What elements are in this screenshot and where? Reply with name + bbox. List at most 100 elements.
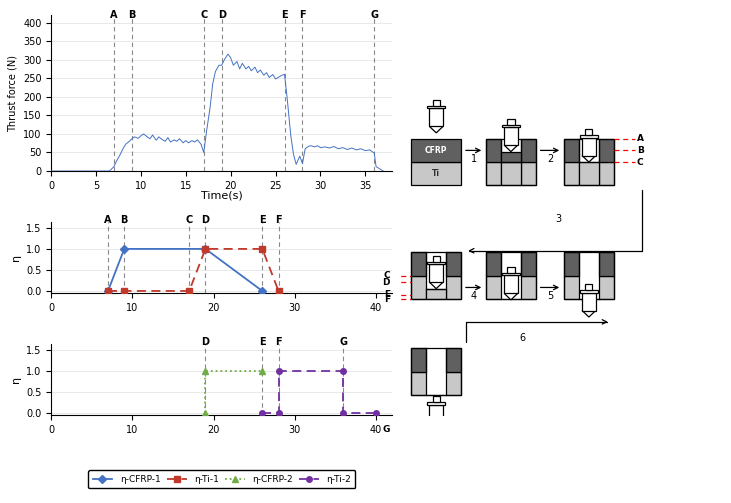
Bar — [564, 276, 579, 299]
Text: A: A — [637, 134, 644, 143]
Bar — [520, 276, 536, 299]
Text: D: D — [202, 337, 210, 347]
Bar — [599, 253, 614, 276]
Bar — [446, 348, 461, 372]
Bar — [501, 151, 520, 162]
Bar — [486, 139, 501, 162]
Text: 1: 1 — [471, 154, 477, 164]
Text: B: B — [128, 10, 136, 20]
Text: E: E — [259, 337, 265, 347]
Polygon shape — [429, 423, 443, 429]
Bar — [446, 372, 461, 395]
Bar — [486, 139, 536, 186]
Text: E: E — [281, 10, 288, 20]
Bar — [564, 139, 579, 162]
Bar — [429, 109, 443, 126]
Polygon shape — [429, 126, 443, 133]
Text: G: G — [382, 425, 390, 434]
Text: CFRP: CFRP — [425, 146, 447, 155]
Y-axis label: η: η — [10, 254, 20, 261]
Bar — [582, 293, 596, 310]
Bar — [599, 162, 614, 186]
Bar — [564, 139, 614, 186]
Polygon shape — [582, 310, 596, 317]
Bar — [564, 253, 579, 276]
Bar — [507, 267, 515, 273]
Bar — [579, 162, 599, 186]
Bar — [411, 253, 461, 299]
Bar — [586, 129, 592, 135]
Bar — [504, 127, 518, 145]
Bar — [411, 276, 426, 299]
Bar — [564, 253, 614, 299]
Bar — [520, 139, 536, 162]
Bar — [428, 402, 445, 405]
Text: F: F — [384, 295, 390, 304]
Text: 3: 3 — [556, 214, 561, 224]
Bar — [599, 276, 614, 299]
Bar — [446, 276, 461, 299]
Bar — [411, 253, 426, 276]
Polygon shape — [429, 282, 443, 289]
Bar — [507, 119, 515, 125]
Bar — [411, 162, 461, 186]
X-axis label: Time(s): Time(s) — [201, 191, 243, 201]
Text: A: A — [110, 10, 118, 20]
Text: F: F — [299, 10, 306, 20]
Y-axis label: Thrust force (N): Thrust force (N) — [7, 54, 18, 132]
Bar — [411, 348, 426, 372]
Bar — [582, 138, 596, 155]
Bar — [446, 253, 461, 276]
Text: D: D — [202, 215, 210, 224]
Bar — [433, 256, 440, 262]
Bar — [501, 162, 520, 186]
Bar — [428, 262, 445, 264]
Bar — [502, 273, 520, 276]
Y-axis label: η: η — [10, 376, 20, 383]
Text: B: B — [121, 215, 128, 224]
Text: B: B — [637, 146, 644, 155]
Bar — [429, 264, 443, 282]
Text: F: F — [276, 337, 282, 347]
Text: 4: 4 — [471, 291, 477, 301]
Bar — [429, 405, 443, 423]
Bar — [486, 253, 536, 299]
Polygon shape — [582, 155, 596, 162]
Text: 2: 2 — [547, 154, 553, 164]
Text: G: G — [339, 337, 347, 347]
Text: F: F — [276, 215, 282, 224]
Bar — [411, 372, 426, 395]
Polygon shape — [504, 145, 518, 151]
Text: C: C — [383, 271, 390, 280]
Bar — [580, 290, 598, 293]
Text: Ti: Ti — [432, 170, 440, 178]
Bar — [486, 162, 501, 186]
Bar — [426, 289, 446, 299]
Text: 6: 6 — [519, 333, 526, 344]
Text: G: G — [371, 10, 378, 20]
Text: C: C — [200, 10, 208, 20]
Bar — [428, 106, 445, 109]
Bar — [411, 348, 461, 395]
Bar — [502, 125, 520, 127]
Bar — [564, 162, 579, 186]
Bar — [599, 139, 614, 162]
Bar — [486, 276, 501, 299]
Text: 5: 5 — [547, 291, 553, 301]
Text: A: A — [105, 215, 112, 224]
Bar — [433, 100, 440, 106]
Bar — [411, 139, 461, 162]
Bar — [586, 284, 592, 290]
Text: E: E — [384, 290, 390, 299]
Legend: η-CFRP-1, η-Ti-1, η-CFRP-2, η-Ti-2: η-CFRP-1, η-Ti-1, η-CFRP-2, η-Ti-2 — [88, 470, 355, 488]
Bar — [486, 253, 501, 276]
Text: C: C — [186, 215, 193, 224]
Text: C: C — [637, 157, 643, 166]
Bar — [433, 396, 440, 402]
Bar — [520, 162, 536, 186]
Bar — [520, 253, 536, 276]
Text: D: D — [218, 10, 226, 20]
Text: E: E — [259, 215, 265, 224]
Polygon shape — [504, 293, 518, 300]
Bar — [504, 276, 518, 293]
